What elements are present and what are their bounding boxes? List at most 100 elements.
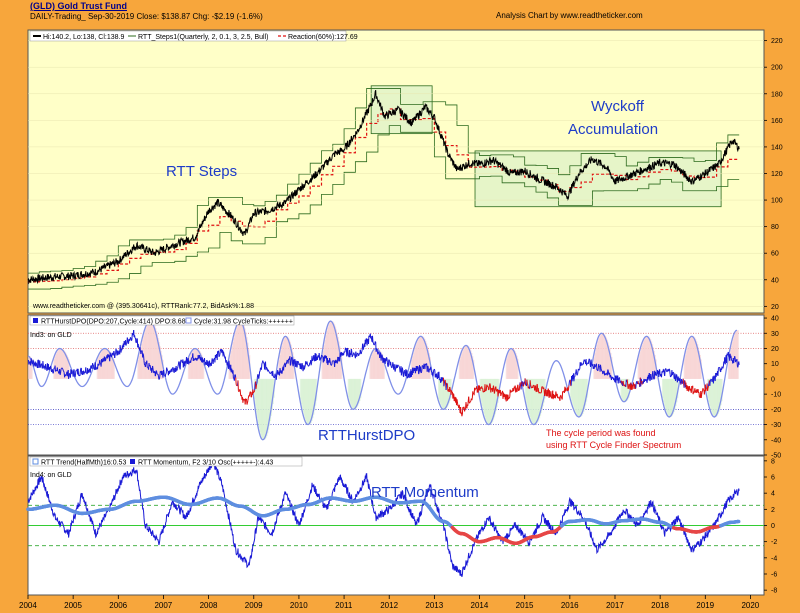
dpo-segment xyxy=(712,376,715,384)
dpo-segment xyxy=(246,400,249,404)
dpo-segment xyxy=(535,384,538,392)
dpo-segment xyxy=(200,357,202,361)
dpo-segment xyxy=(155,370,158,372)
dpo-segment xyxy=(151,367,153,373)
price-line xyxy=(27,89,740,285)
dpo-segment xyxy=(377,352,379,355)
dpo-segment xyxy=(175,366,178,371)
dpo-peak-shade xyxy=(382,359,385,379)
dpo-segment xyxy=(651,372,653,380)
dpo-segment xyxy=(375,348,378,352)
dpo-segment xyxy=(130,339,133,341)
dpo-segment xyxy=(62,370,65,372)
dpo-segment xyxy=(555,391,557,394)
dpo-segment xyxy=(719,367,721,372)
step-upper-line xyxy=(28,88,740,274)
dpo-segment xyxy=(47,363,50,368)
x-tick-label: 2018 xyxy=(651,601,669,610)
dpo-segment xyxy=(586,362,588,364)
mom-legend-2: RTT Momentum, F2 3/10 Osc(+++++-):4.43 xyxy=(138,460,273,467)
dpo-segment xyxy=(573,376,575,382)
dpo-segment xyxy=(444,379,447,386)
dpo-segment xyxy=(332,360,335,362)
dpo-segment xyxy=(171,368,173,372)
annotation-cycle-note-1: The cycle period was found xyxy=(546,428,656,438)
x-tick-label: 2012 xyxy=(380,601,398,610)
reaction-line xyxy=(28,108,740,283)
dpo-segment xyxy=(461,413,463,417)
dpo-segment xyxy=(111,353,113,358)
dpo-segment xyxy=(356,354,358,357)
x-tick-label: 2010 xyxy=(290,601,308,610)
dpo-segment xyxy=(310,362,313,366)
dpo-peak-shade xyxy=(516,358,519,379)
dpo-segment xyxy=(176,368,178,371)
ticker-title[interactable]: (GLD) Gold Trust Fund xyxy=(30,1,127,11)
dpo-segment xyxy=(316,355,319,360)
dpo-segment xyxy=(357,352,359,354)
dpo-trough-shade xyxy=(676,378,679,399)
trend-legend-swatch xyxy=(32,458,39,465)
dpo-segment xyxy=(401,367,404,371)
dpo-segment xyxy=(667,369,669,371)
dpo-segment xyxy=(277,373,280,375)
x-tick-label: 2016 xyxy=(561,601,579,610)
dpo-segment xyxy=(233,377,235,379)
dpo-segment xyxy=(154,373,157,377)
annotation-rtt-momentum: RTT Momentum xyxy=(371,484,479,501)
dpo-segment xyxy=(360,351,363,355)
dpo-segment xyxy=(469,401,471,404)
dpo-segment xyxy=(722,365,724,369)
price-y-tick-label: 140 xyxy=(771,144,783,151)
dpo-segment xyxy=(331,360,334,362)
price-y-tick-label: 200 xyxy=(771,65,783,72)
dpo-segment xyxy=(686,386,689,391)
price-y-tick-label: 60 xyxy=(771,251,779,258)
dpo-segment xyxy=(212,359,215,364)
x-tick-label: 2014 xyxy=(471,601,489,610)
dpo-segment xyxy=(383,361,385,363)
mom-y-tick-label: 8 xyxy=(771,458,775,465)
step-lower-line xyxy=(28,125,740,290)
mom-y-tick-label: 0 xyxy=(771,523,775,530)
dpo-segment xyxy=(521,381,524,383)
momentum-line xyxy=(27,460,740,578)
dpo-segment xyxy=(127,342,130,344)
dpo-peak-shade xyxy=(654,359,657,379)
price-y-tick-label: 100 xyxy=(771,198,783,205)
dpo-segment xyxy=(470,400,472,402)
dpo-segment xyxy=(142,353,145,357)
dpo-segment xyxy=(379,354,381,359)
dpo-segment xyxy=(493,385,495,390)
chart-subtitle: DAILY-Trading_ Sep-30-2019 Close: $138.8… xyxy=(30,12,263,21)
dpo-segment xyxy=(223,351,225,355)
dpo-segment xyxy=(318,353,321,361)
dpo-segment xyxy=(327,362,329,366)
price-y-tick-label: 40 xyxy=(771,277,779,284)
step-box xyxy=(474,150,722,208)
dpo-trough-shade xyxy=(586,378,589,398)
dpo-segment xyxy=(529,380,532,385)
annotation-rtthurstdpo: RTTHurstDPO xyxy=(318,427,415,444)
dpo-segment xyxy=(451,390,453,393)
dpo-segment xyxy=(256,377,258,384)
dpo-segment xyxy=(577,370,579,375)
dpo-segment xyxy=(289,364,292,366)
dpo-legend-2: Cycle:31.98 CycleTicks:++++++ xyxy=(194,319,293,326)
dpo-segment xyxy=(163,374,165,376)
dpo-segment xyxy=(294,365,297,368)
dpo-segment xyxy=(417,366,420,374)
dpo-segment xyxy=(600,369,603,372)
dpo-segment xyxy=(537,388,540,392)
dpo-segment xyxy=(265,366,268,369)
dpo-segment xyxy=(597,368,599,371)
dpo-segment xyxy=(671,372,674,376)
dpo-peak-shade xyxy=(472,359,475,379)
dpo-segment xyxy=(738,361,740,365)
dpo-segment xyxy=(71,370,73,373)
dpo-segment xyxy=(591,364,593,366)
mom-y-tick-label: -6 xyxy=(771,571,777,578)
dpo-segment xyxy=(184,360,187,364)
x-tick-label: 2004 xyxy=(19,601,37,610)
